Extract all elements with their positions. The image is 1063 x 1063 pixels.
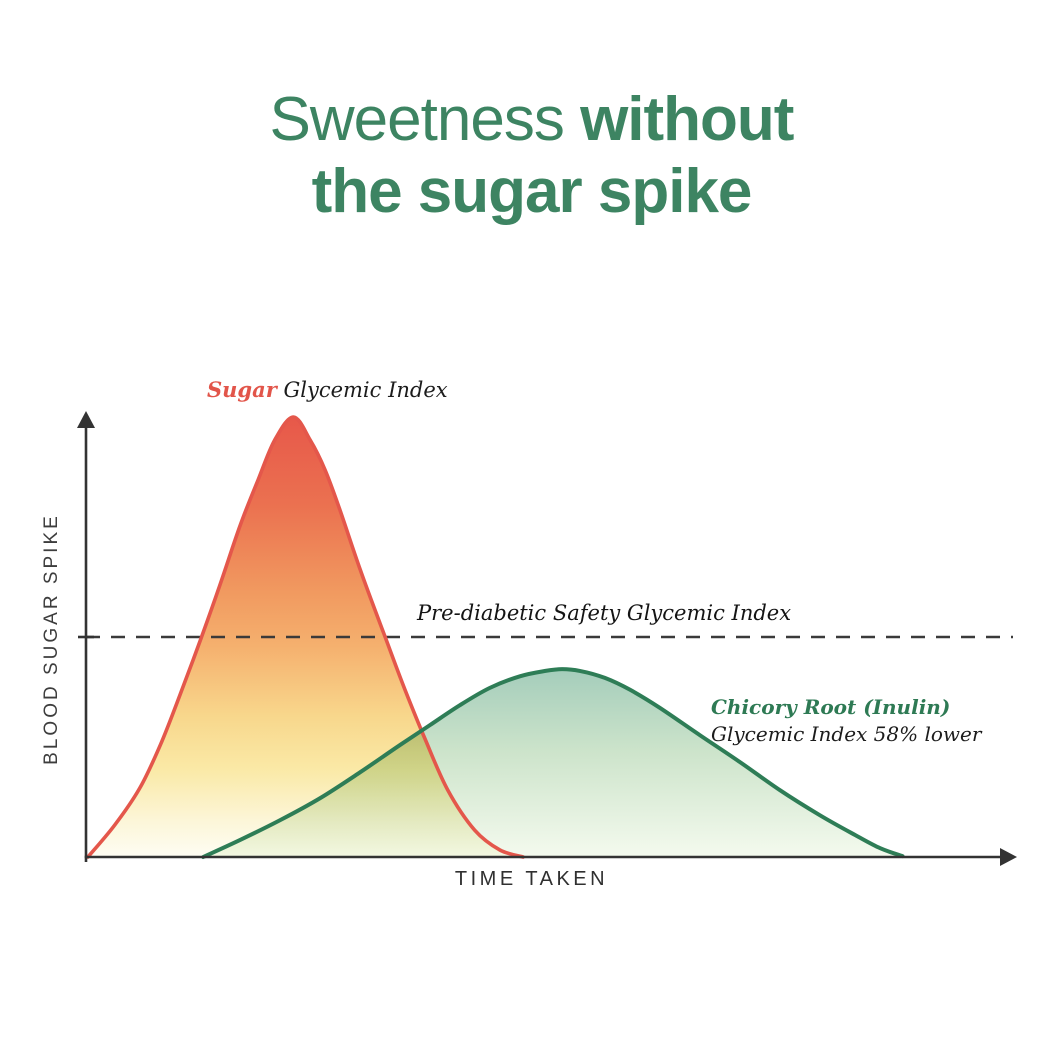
x-axis-title: TIME TAKEN xyxy=(454,868,609,890)
chicory-curve-line xyxy=(201,667,905,859)
page-title: Sweetness without the sugar spike xyxy=(0,84,1063,228)
x-axis-arrow-icon xyxy=(1000,848,1017,866)
title-word-light: Sweetness xyxy=(269,85,581,154)
threshold-label: Pre-diabetic Safety Glycemic Index xyxy=(417,601,792,625)
sugar-series-name: Sugar xyxy=(207,377,277,402)
title-word-bold: without xyxy=(580,85,794,154)
y-axis-arrow-icon xyxy=(77,411,95,428)
sugar-series-desc: Glycemic Index xyxy=(276,378,448,402)
title-line-2: the sugar spike xyxy=(311,157,753,226)
chicory-series-name: Chicory Root (Inulin) xyxy=(711,695,951,719)
y-axis-title: BLOOD SUGAR SPIKE xyxy=(41,513,62,765)
chicory-curve-fill xyxy=(203,669,903,857)
title-line-1: Sweetness without xyxy=(0,84,1063,156)
sugar-curve-line xyxy=(86,415,525,859)
sugar-series-label: Sugar Glycemic Index xyxy=(207,377,448,402)
chicory-series-desc: Glycemic Index 58% lower xyxy=(711,722,982,746)
chicory-series-label: Chicory Root (Inulin) Glycemic Index 58%… xyxy=(711,694,981,748)
